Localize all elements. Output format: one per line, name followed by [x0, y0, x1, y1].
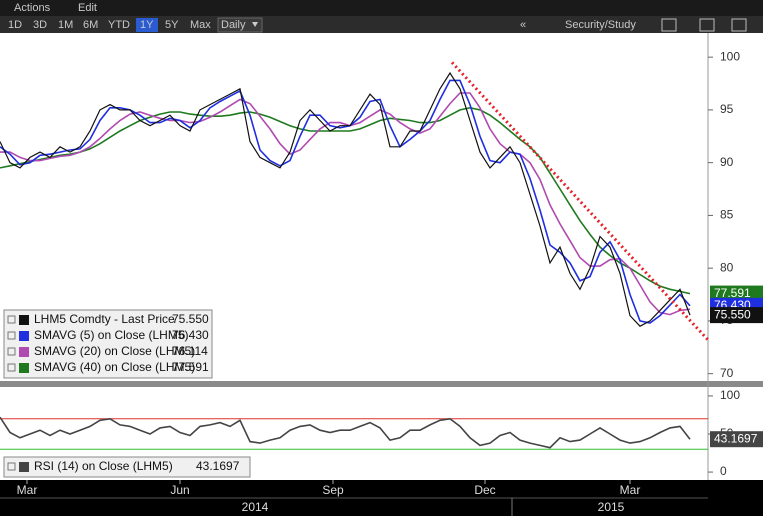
last-value-label: 43.1697: [714, 431, 758, 445]
menu-item[interactable]: Edit: [78, 2, 97, 14]
legend: [3, 456, 251, 478]
series-line: [0, 416, 691, 449]
series-line: [0, 106, 691, 295]
y-tick-label: 95: [720, 102, 734, 116]
study-button[interactable]: Security/Study: [565, 19, 636, 31]
last-value-box: [710, 431, 763, 448]
y-tick-label: 100: [720, 49, 740, 63]
y-tick-label: 70: [720, 366, 734, 380]
legend-name: SMAVG (40) on Close (LHM5): [34, 360, 195, 374]
y-tick-label: 100: [720, 388, 740, 402]
price-axis-area: [708, 33, 763, 381]
x-tick-label: Sep: [322, 483, 344, 497]
legend-toggle[interactable]: [7, 347, 16, 356]
collapse-button[interactable]: «: [520, 19, 526, 31]
range-button[interactable]: 6M: [83, 19, 98, 31]
legend-toggle[interactable]: [7, 462, 16, 471]
interval-box: [217, 17, 263, 33]
x-tick-label: Jun: [170, 483, 189, 497]
dropdown-arrow: [252, 22, 258, 27]
selected-range: [136, 18, 158, 32]
year-label: 2015: [598, 500, 625, 514]
y-tick-label: 80: [720, 260, 734, 274]
last-value-label: 75.550: [714, 307, 751, 321]
y-tick-label: 0: [720, 464, 727, 478]
menu-bar: [0, 0, 763, 16]
x-tick-label: Dec: [474, 483, 495, 497]
legend-name: SMAVG (5) on Close (LHM5): [34, 328, 188, 342]
legend-name: RSI (14) on Close (LHM5): [34, 459, 173, 473]
toolbar-icons: [661, 18, 747, 32]
legend-swatch: [19, 363, 29, 373]
legend-swatch: [19, 331, 29, 341]
legend-toggle[interactable]: [7, 315, 16, 324]
menu-item[interactable]: Actions: [14, 2, 51, 14]
legend-value: 76.114: [172, 344, 208, 358]
toolbar: [0, 16, 763, 33]
legend-swatch: [19, 347, 29, 357]
range-button[interactable]: 1M: [58, 19, 73, 31]
y-tick-label: 90: [720, 155, 734, 169]
flag-icon[interactable]: [661, 18, 677, 32]
range-button[interactable]: 1D: [8, 19, 22, 31]
last-value-box: [710, 307, 763, 324]
legend: [3, 309, 213, 379]
legend-swatch: [19, 315, 29, 325]
series-line: [0, 71, 691, 327]
series-line: [0, 92, 691, 316]
range-button[interactable]: Max: [190, 19, 211, 31]
settings-icon[interactable]: [731, 18, 747, 32]
legend-value: 76.430: [172, 328, 209, 342]
range-button[interactable]: YTD: [108, 19, 130, 31]
legend-name: SMAVG (20) on Close (LHM5): [34, 344, 195, 358]
range-button[interactable]: 5Y: [165, 19, 179, 31]
legend-value: 75.550: [172, 312, 209, 326]
y-tick-label: 85: [720, 208, 734, 222]
legend-value: 77.591: [172, 360, 209, 374]
legend-toggle[interactable]: [7, 363, 16, 372]
edit-icon[interactable]: [699, 18, 715, 32]
range-button[interactable]: 1Y: [140, 19, 154, 31]
x-tick-label: Mar: [620, 483, 641, 497]
legend-swatch: [19, 462, 29, 472]
panel-separator: [0, 381, 763, 387]
last-value-box: [710, 285, 763, 302]
legend-toggle[interactable]: [7, 331, 16, 340]
legend-value: 43.1697: [196, 459, 240, 473]
range-button[interactable]: 3D: [33, 19, 47, 31]
legend-name: LHM5 Comdty - Last Price: [34, 312, 175, 326]
x-tick-label: Mar: [17, 483, 38, 497]
year-label: 2014: [242, 500, 269, 514]
last-value-label: 77.591: [714, 286, 751, 300]
interval[interactable]: Daily: [221, 19, 246, 31]
